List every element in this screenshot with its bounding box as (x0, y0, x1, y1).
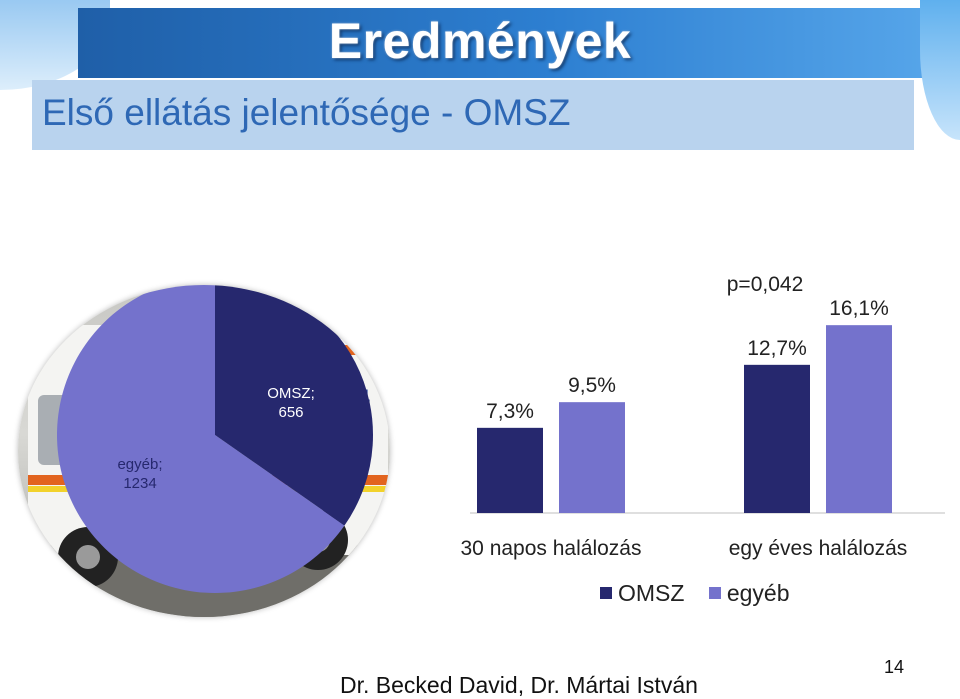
bar-egyeb-30-day (559, 402, 625, 513)
pie-label-egyeb: egyéb; (117, 456, 162, 473)
bar-label-omsz-30-day: 7,3% (486, 400, 534, 423)
bar-label-egyeb-one-year: 16,1% (829, 297, 889, 320)
pie-chart: OMSZ; 656 egyéb; 1234 (57, 285, 373, 593)
pie-value-omsz: 656 (278, 404, 303, 421)
category-label-30-day: 30 napos halálozás (461, 537, 642, 560)
legend-label-omsz: OMSZ (618, 580, 685, 606)
bar-egyeb-one-year (826, 325, 892, 513)
ambulance-photo: 104 OMSZ; 656 egyéb; 1234 (18, 285, 390, 617)
subtitle-band (32, 80, 914, 150)
legend-label-egyeb: egyéb (726, 580, 790, 606)
pie-label-omsz: OMSZ; (267, 385, 315, 402)
pie-slice-egyeb (57, 285, 345, 593)
bar-chart: p=0,042 7,3% 12,7% 9,5% 16,1% 30 napos halá… (461, 273, 945, 560)
p-value-annotation: p=0,042 (727, 273, 804, 296)
bar-label-egyeb-30-day: 9,5% (568, 374, 616, 397)
bar-omsz-30-day (477, 427, 543, 513)
legend-swatch-egyeb (708, 587, 721, 599)
slide-subtitle: Első ellátás jelentősége - OMSZ (42, 92, 571, 133)
legend-item-egyeb: egyéb (708, 580, 790, 607)
footer-author: Dr. Becked David, Dr. Mártai István (340, 672, 698, 698)
bar-omsz-one-year (744, 364, 810, 513)
bar-label-omsz-one-year: 12,7% (747, 337, 807, 360)
category-label-one-year: egy éves halálozás (729, 537, 908, 560)
legend-item-omsz: OMSZ (600, 580, 684, 607)
header-band (78, 8, 938, 78)
page-number: 14 (884, 657, 905, 677)
slide-title: Eredmények (328, 13, 632, 69)
legend-swatch-omsz (600, 587, 612, 599)
chart-legend: OMSZ egyéb (600, 580, 808, 607)
photo-scene: 104 OMSZ; 656 egyéb; 1234 (18, 285, 390, 617)
pie-value-egyeb: 1234 (123, 475, 156, 492)
pie-slice-omsz (215, 285, 373, 526)
